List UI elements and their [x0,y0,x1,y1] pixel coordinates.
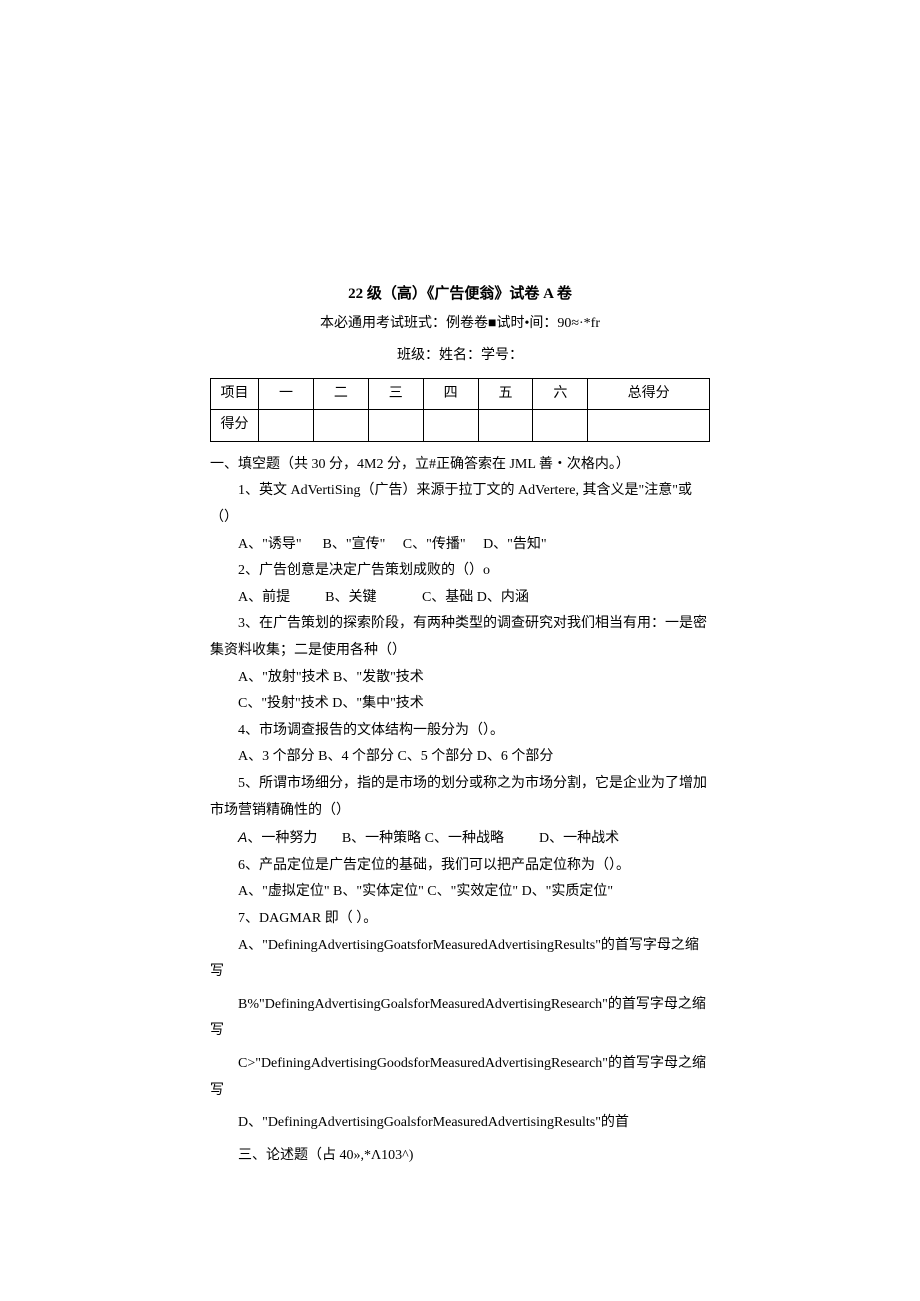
question-4-options: A、3 个部分 B、4 个部分 C、5 个部分 D、6 个部分 [210,744,710,771]
exam-title: 22 级（高）《广告便翁》试卷 A 卷 [210,280,710,309]
exam-subtitle: 本必通用考试班式：例卷卷■试时•间：90≈·*fr [210,311,710,338]
table-header-cell: 六 [533,378,588,410]
score-table: 项目 一 二 三 四 五 六 总得分 得分 [210,378,710,442]
question-1: 1、英文 AdVertiSing（广告）来源于拉丁文的 AdVertere, 其… [210,478,710,531]
table-header-cell: 三 [368,378,423,410]
question-3: 3、在广告策划的探索阶段，有两种类型的调查研究对我们相当有用：一是密集资料收集；… [210,611,710,664]
table-header-cell: 项目 [211,378,259,410]
table-header-cell: 一 [259,378,314,410]
question-7-option-d: D、"DefiningAdvertisingGoalsforMeasuredAd… [210,1110,710,1137]
option-a-italic: A [238,829,247,845]
table-row: 项目 一 二 三 四 五 六 总得分 [211,378,710,410]
section-heading-1: 一、填空题（共 30 分，4M2 分，立#正确答索在 JML 善・次格内。） [210,452,710,479]
table-header-cell: 四 [423,378,478,410]
table-cell [588,410,710,442]
table-cell: 得分 [211,410,259,442]
question-1-options: A、"诱导" B、"宣传" C、"传播" D、"告知" [210,532,710,559]
question-6-options: A、"虚拟定位" B、"实体定位" C、"实效定位" D、"实质定位" [210,879,710,906]
question-4: 4、市场调查报告的文体结构一般分为（）。 [210,718,710,745]
table-header-cell: 五 [478,378,533,410]
question-5: 5、所谓市场细分，指的是市场的划分或称之为市场分割，它是企业为了增加市场营销精确… [210,771,710,824]
table-cell [423,410,478,442]
question-2: 2、广告创意是决定广告策划成败的（）o [210,558,710,585]
section-heading-3: 三、论述题（占 40»,*Λ103^) [210,1143,710,1170]
question-7-option-a: A、"DefiningAdvertisingGoatsforMeasuredAd… [210,933,710,986]
table-header-cell: 二 [313,378,368,410]
question-6: 6、产品定位是广告定位的基础，我们可以把产品定位称为（）。 [210,853,710,880]
question-3-options-2: C、"投射"技术 D、"集中"技术 [210,691,710,718]
table-cell [313,410,368,442]
question-7: 7、DAGMAR 即（ ）。 [210,906,710,933]
question-2-options: A、前提 B、关键 C、基础 D、内涵 [210,585,710,612]
table-header-cell: 总得分 [588,378,710,410]
table-cell [368,410,423,442]
table-row: 得分 [211,410,710,442]
table-cell [259,410,314,442]
question-5-options: A、一种努力 B、一种策略 C、一种战略 D、一种战术 [210,824,710,853]
student-info-line: 班级：姓名：学号： [210,343,710,370]
question-3-options-1: A、"放射"技术 B、"发散"技术 [210,665,710,692]
question-7-option-c: C>"DefiningAdvertisingGoodsforMeasuredAd… [210,1051,710,1104]
table-cell [533,410,588,442]
table-cell [478,410,533,442]
option-rest: 、一种努力 B、一种策略 C、一种战略 D、一种战术 [247,831,619,846]
question-7-option-b: B%"DefiningAdvertisingGoalsforMeasuredAd… [210,992,710,1045]
